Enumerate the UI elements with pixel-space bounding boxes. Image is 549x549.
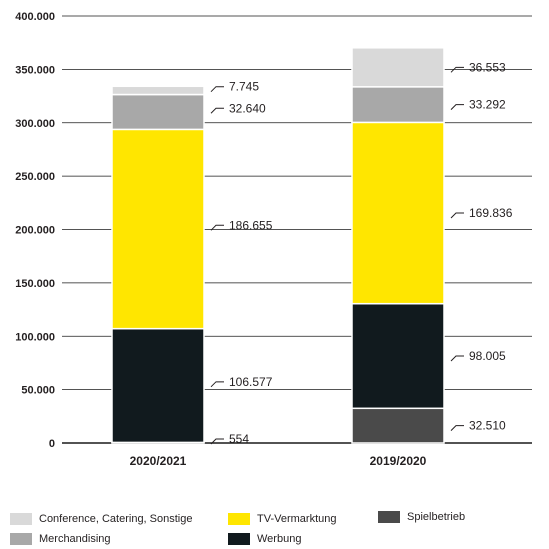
y-tick-label: 100.000 [15, 331, 55, 343]
y-tick-label: 350.000 [15, 64, 55, 76]
bar-segment [111, 93, 205, 131]
data-label-leader [450, 212, 464, 219]
legend-label-conference: Conference, Catering, Sonstige [39, 513, 193, 525]
legend-item-werbung: Werbung [228, 533, 301, 545]
y-tick-label: 150.000 [15, 278, 55, 290]
legend-label-merchandising: Merchandising [39, 533, 111, 545]
legend-item-conference: Conference, Catering, Sonstige [10, 513, 192, 525]
data-label: 36.553 [469, 60, 506, 74]
legend-swatch-werbung [228, 533, 250, 545]
data-label-leader [450, 66, 464, 73]
legend-swatch-tv-vermarktung [228, 513, 250, 525]
data-label-leader [210, 107, 224, 114]
y-tick-label: 250.000 [15, 171, 55, 183]
data-label: 554 [229, 432, 249, 446]
data-label-leader [450, 104, 464, 110]
legend-label-tv-vermarktung: TV-Vermarktung [257, 513, 337, 525]
legend-label-spielbetrieb: Spielbetrieb [407, 511, 466, 523]
data-label: 169.836 [469, 206, 513, 220]
chart-legend: Conference, Catering, Sonstige Merchandi… [0, 505, 549, 549]
data-label-leader [210, 224, 224, 231]
data-label: 33.292 [469, 98, 506, 112]
y-tick-label: 50.000 [21, 385, 55, 397]
y-tick-label: 200.000 [15, 225, 55, 237]
legend-item-spielbetrieb: Spielbetrieb [378, 511, 465, 523]
bar-segment [111, 128, 205, 330]
bar-segment [351, 407, 445, 444]
data-label: 32.510 [469, 419, 506, 433]
data-label-leader [450, 425, 464, 432]
bar-segment [111, 85, 205, 96]
chart-canvas: 0 50.000 100.000 150.000 200.000 250.000 300.0… [15, 11, 532, 468]
legend-item-tv-vermarktung: TV-Vermarktung [228, 513, 336, 525]
data-label: 98.005 [469, 349, 506, 363]
bar-segment [351, 121, 445, 305]
data-label-leader [210, 86, 224, 93]
y-tick-label: 300.000 [15, 118, 55, 130]
data-label: 186.655 [229, 218, 273, 232]
data-label-leader [210, 381, 224, 388]
legend-item-merchandising: Merchandising [10, 533, 111, 545]
data-label: 7.745 [229, 80, 259, 94]
x-tick-label: 2019/2020 [370, 454, 427, 468]
data-label-leader [450, 355, 464, 362]
y-tick-label: 0 [49, 438, 55, 450]
data-label: 106.577 [229, 375, 273, 389]
legend-swatch-merchandising [10, 533, 32, 545]
bar-segment [111, 327, 205, 444]
y-tick-label: 400.000 [15, 11, 55, 23]
legend-swatch-conference [10, 513, 32, 525]
bar-segment [351, 47, 445, 88]
bar-segment [351, 302, 445, 410]
legend-label-werbung: Werbung [257, 533, 302, 545]
bar-segment [351, 86, 445, 124]
data-label: 32.640 [229, 101, 266, 115]
legend-swatch-spielbetrieb [378, 511, 400, 523]
x-tick-label: 2020/2021 [130, 454, 187, 468]
data-label-leader [210, 438, 224, 445]
